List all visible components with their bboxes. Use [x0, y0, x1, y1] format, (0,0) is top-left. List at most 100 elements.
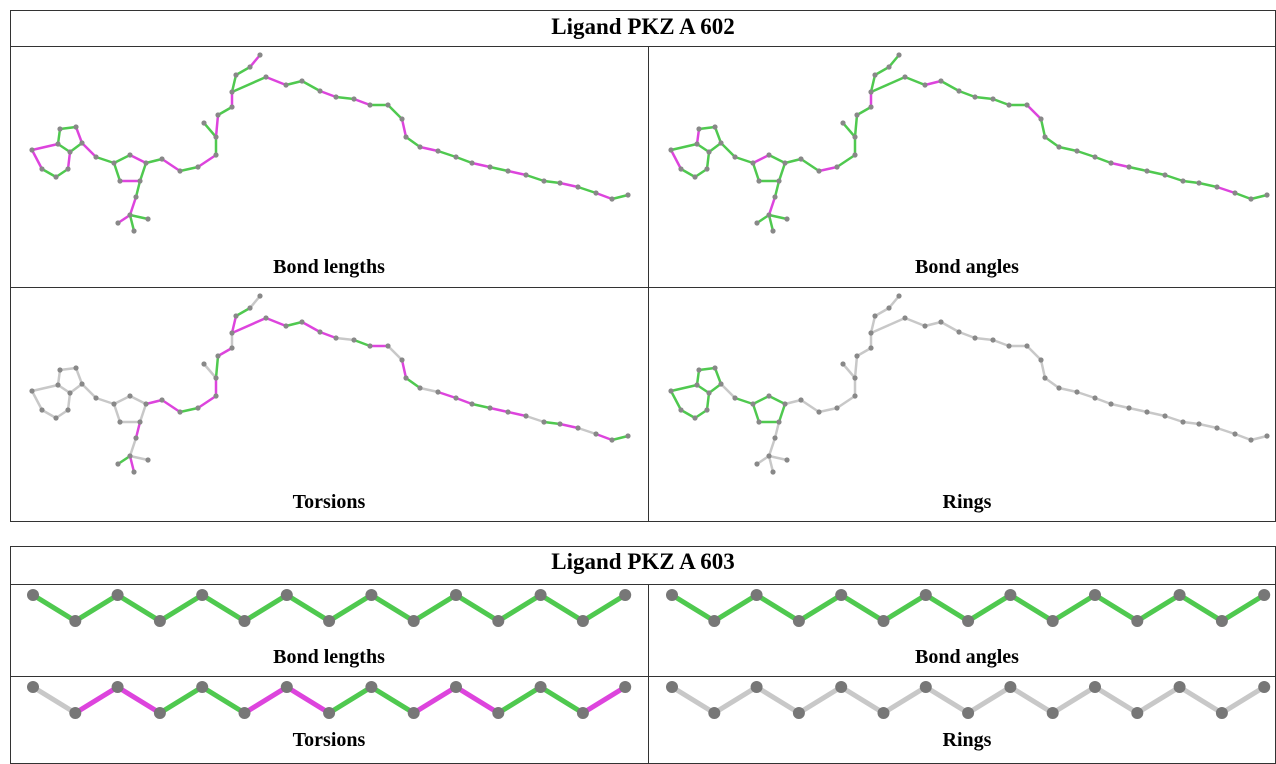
atom	[854, 353, 860, 359]
bond	[853, 354, 859, 380]
atom	[972, 335, 978, 341]
atom	[39, 407, 45, 413]
atom	[619, 589, 632, 601]
bond	[754, 592, 802, 624]
atom	[1004, 681, 1017, 693]
bond	[1007, 592, 1056, 624]
bond	[284, 684, 332, 716]
atom	[990, 337, 996, 343]
atom	[453, 395, 459, 401]
bond	[30, 684, 78, 716]
atom	[1004, 589, 1017, 601]
atom	[247, 305, 253, 311]
atom	[492, 707, 505, 719]
molecule-image	[27, 589, 632, 627]
bond	[973, 336, 995, 342]
bond	[580, 684, 628, 716]
atom	[718, 140, 724, 146]
atom	[195, 405, 201, 411]
atom	[625, 433, 631, 439]
atom	[196, 681, 209, 693]
bond	[773, 179, 781, 199]
atom	[1215, 615, 1228, 627]
atom	[159, 156, 165, 162]
bond	[733, 396, 755, 406]
atom	[576, 615, 589, 627]
atom	[593, 190, 599, 196]
atom	[137, 419, 143, 425]
table-title: Ligand PKZ A 602	[551, 14, 735, 39]
bond	[524, 173, 546, 183]
atom	[712, 124, 718, 130]
atom	[29, 147, 35, 153]
atom	[127, 393, 133, 399]
atom	[692, 174, 698, 180]
bond	[400, 117, 408, 139]
atom	[333, 335, 339, 341]
atom	[111, 681, 124, 693]
atom	[55, 141, 61, 147]
atom	[1258, 681, 1271, 693]
bond	[264, 316, 288, 328]
bond	[506, 410, 528, 418]
atom	[919, 589, 932, 601]
atom	[1248, 196, 1254, 202]
atom	[541, 419, 547, 425]
bond	[1134, 684, 1183, 716]
bond	[58, 366, 78, 372]
atom	[1006, 343, 1012, 349]
bond	[436, 390, 458, 400]
atom	[53, 415, 59, 421]
bond	[1249, 193, 1269, 201]
atom	[407, 707, 420, 719]
atom	[692, 415, 698, 421]
atom	[852, 134, 858, 140]
bond	[1163, 414, 1185, 424]
bond	[488, 406, 510, 414]
atom	[351, 337, 357, 343]
atom	[877, 707, 890, 719]
bond	[873, 306, 891, 318]
bond	[386, 344, 404, 362]
atom	[557, 180, 563, 186]
atom	[1162, 172, 1168, 178]
bond	[1050, 684, 1098, 716]
bond	[767, 213, 775, 233]
bond	[711, 684, 760, 716]
bond	[368, 684, 417, 716]
atom	[766, 212, 772, 218]
atom	[435, 148, 441, 154]
atom	[299, 319, 305, 325]
atom	[776, 178, 782, 184]
atom	[1126, 164, 1132, 170]
bond	[669, 142, 699, 152]
atom	[283, 82, 289, 88]
bond	[40, 167, 58, 179]
bond	[199, 684, 247, 716]
atom	[407, 615, 420, 627]
bond	[368, 592, 417, 624]
bond	[817, 165, 839, 173]
bond	[965, 592, 1013, 624]
atom	[756, 178, 762, 184]
atom	[1046, 707, 1059, 719]
atom	[93, 395, 99, 401]
bond	[74, 366, 84, 386]
atom	[280, 681, 293, 693]
atom	[1042, 134, 1048, 140]
atom	[750, 160, 756, 166]
bond	[196, 394, 218, 410]
bond	[1075, 149, 1097, 159]
atom	[1108, 160, 1114, 166]
bond	[214, 113, 220, 139]
atom	[29, 388, 35, 394]
atom	[1162, 413, 1168, 419]
atom	[323, 707, 336, 719]
atom	[257, 52, 263, 58]
bond	[411, 684, 459, 716]
bond	[404, 376, 422, 390]
atom	[385, 343, 391, 349]
bond	[881, 592, 929, 624]
atom	[1264, 192, 1270, 198]
bond	[939, 320, 961, 334]
